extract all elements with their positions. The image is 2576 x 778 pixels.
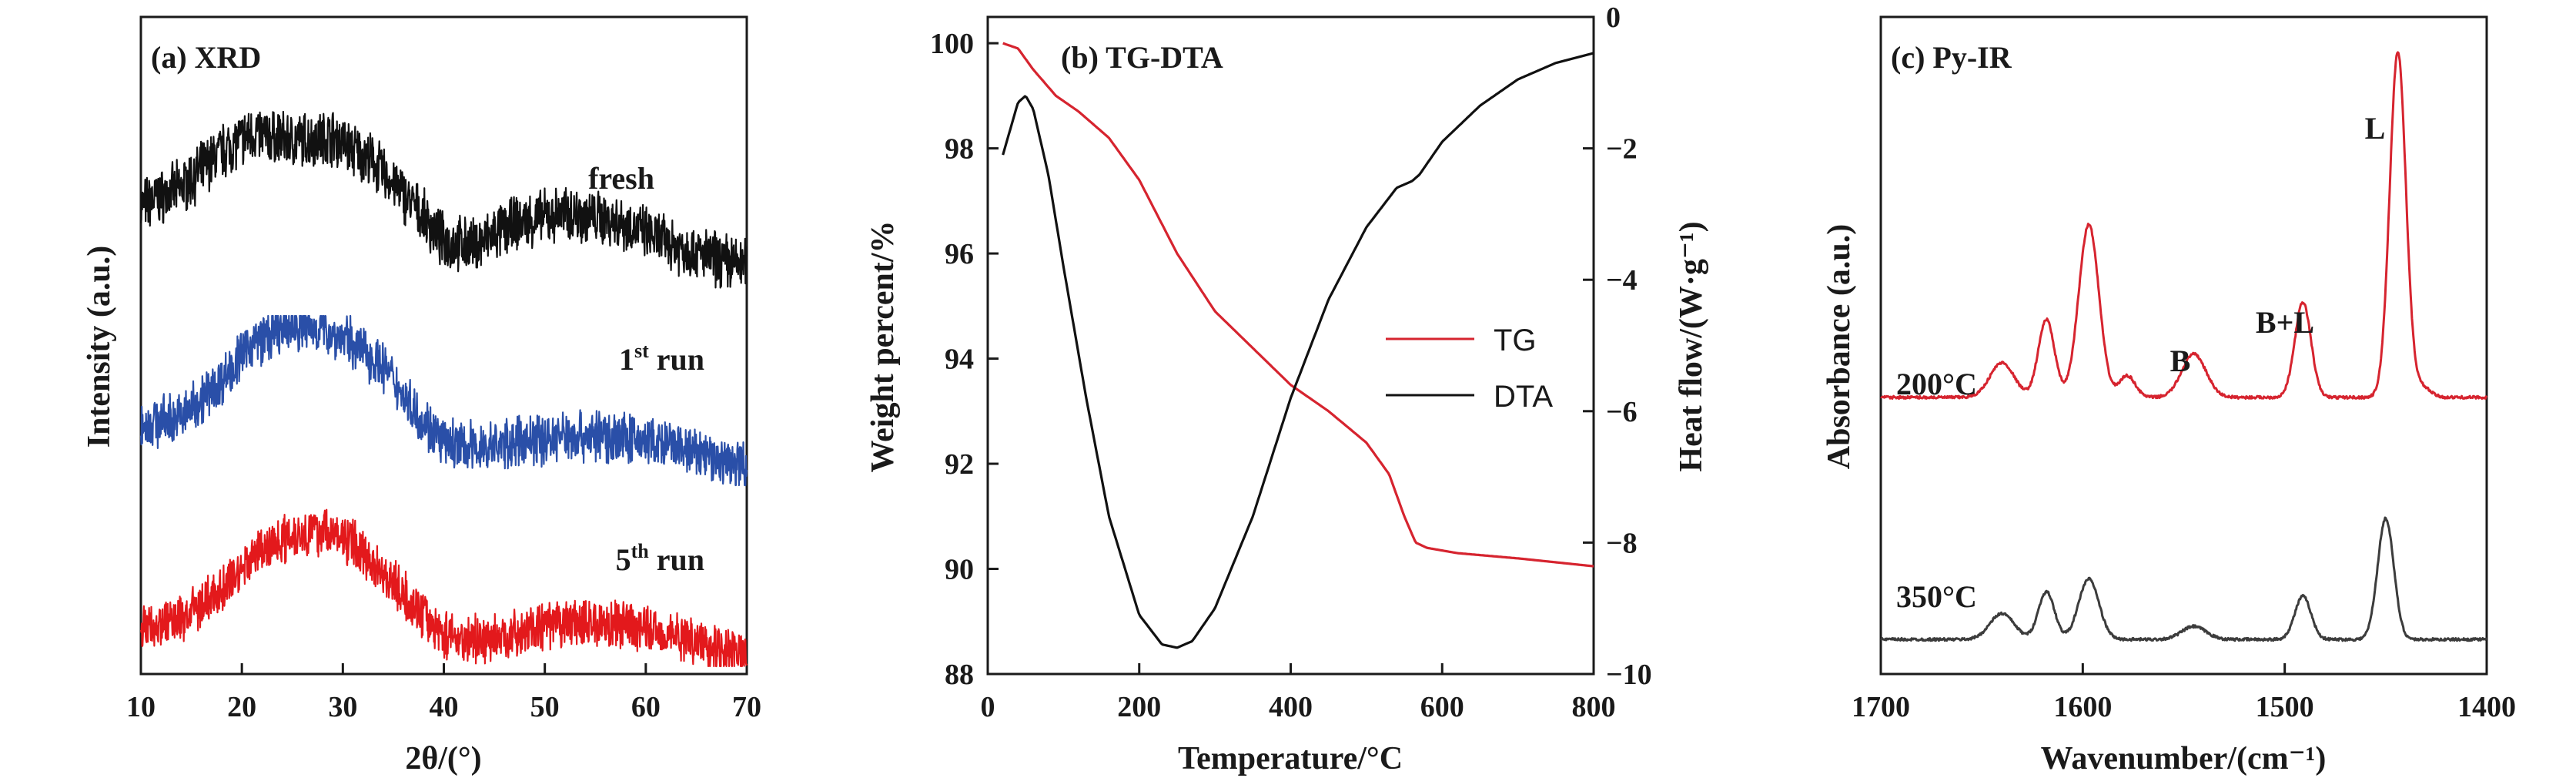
tgdta-y-tick-label-92: 92 — [945, 448, 974, 481]
xrd-x-tick-label-30: 30 — [328, 691, 357, 723]
tgdta-y2-tick-label--6: −6 — [1606, 396, 1638, 428]
tgdta-y-tick-label-98: 98 — [945, 133, 974, 166]
panel-a-ylabel: Intensity (a.u.) — [82, 246, 117, 448]
tgdta-y2-tick-label--2: −2 — [1606, 133, 1638, 166]
panel-c-ylabel: Absorbance (a.u.) — [1822, 224, 1857, 470]
legend-tg-label: TG — [1494, 324, 1537, 357]
panel-a-x-ticks: 10 20 30 40 50 60 70 — [126, 663, 761, 723]
panel-b-ticks: 0 200 400 600 800 88 90 92 94 96 98 100 0 −2 −4 −6 −8 −10 — [930, 2, 1652, 723]
tgdta-x-tick-label-400: 400 — [1269, 691, 1313, 723]
panel-b-tgdta: (b) TG-DTA Weight percent/% Heat flow/(W… — [865, 2, 1709, 776]
pyir-x-tick-label-1600: 1600 — [2053, 691, 2112, 723]
pyir-series-200C — [1880, 51, 2488, 400]
xrd-label-fresh: fresh — [588, 161, 654, 196]
xrd-x-tick-label-50: 50 — [530, 691, 560, 723]
panel-b-ylabel: Weight percent/% — [865, 220, 901, 472]
xrd-x-tick-label-70: 70 — [732, 691, 761, 723]
pyir-peak-bl: B+L — [2256, 305, 2314, 340]
panel-b-title: (b) TG-DTA — [1061, 40, 1223, 75]
tgdta-y2-tick-label--10: −10 — [1606, 659, 1652, 691]
panel-b-ylabel2: Heat flow/(W·g⁻¹) — [1674, 221, 1709, 471]
tgdta-y2-tick-label-0: 0 — [1606, 2, 1621, 34]
panel-c-x-ticks: 1700 1600 1500 1400 — [1852, 663, 2516, 723]
xrd-label-5th-run: 5th run — [616, 540, 704, 577]
tgdta-y-tick-label-88: 88 — [945, 659, 974, 691]
xrd-x-tick-label-60: 60 — [631, 691, 661, 723]
panel-a-series — [139, 110, 748, 668]
pyir-x-tick-label-1700: 1700 — [1852, 691, 1910, 723]
pyir-x-tick-label-1400: 1400 — [2457, 691, 2516, 723]
legend-dta-label: DTA — [1494, 380, 1553, 414]
tgdta-series-TG — [1002, 42, 1594, 568]
pyir-peak-l: L — [2365, 111, 2386, 146]
pyir-series-350C — [1879, 516, 2487, 642]
xrd-x-tick-label-10: 10 — [126, 691, 156, 723]
tgdta-x-tick-label-600: 600 — [1420, 691, 1464, 723]
xrd-x-tick-label-40: 40 — [430, 691, 459, 723]
panel-c-series — [1879, 51, 2488, 642]
tgdta-y-tick-label-100: 100 — [930, 28, 974, 60]
pyir-label-350c: 350°C — [1896, 579, 1977, 614]
tgdta-y2-tick-label--8: −8 — [1606, 527, 1638, 559]
xrd-series-1st-run — [139, 314, 748, 487]
tgdta-x-tick-label-800: 800 — [1572, 691, 1616, 723]
xrd-x-tick-label-20: 20 — [227, 691, 256, 723]
panel-a-xlabel: 2θ/(°) — [405, 741, 481, 776]
pyir-x-tick-label-1500: 1500 — [2256, 691, 2314, 723]
tgdta-x-tick-label-200: 200 — [1117, 691, 1161, 723]
xrd-series-5th-run — [139, 508, 748, 668]
panel-c-title: (c) Py-IR — [1891, 40, 2012, 75]
tgdta-y-tick-label-94: 94 — [945, 344, 974, 376]
pyir-peak-b: B — [2170, 344, 2191, 378]
xrd-label-1st-run: 1st run — [619, 340, 704, 377]
tgdta-y-tick-label-96: 96 — [945, 238, 974, 270]
panel-b-series — [1002, 42, 1594, 649]
tgdta-y-tick-label-90: 90 — [945, 554, 974, 586]
panel-a-title: (a) XRD — [151, 40, 261, 75]
panel-c-frame — [1879, 15, 2488, 676]
tgdta-series-DTA — [1002, 52, 1594, 649]
panel-c-xlabel: Wavenumber/(cm⁻¹) — [2041, 741, 2327, 776]
xrd-series-fresh — [139, 110, 748, 289]
panel-c-pyir: (c) Py-IR Absorbance (a.u.) Wavenumber/(… — [1822, 15, 2516, 776]
panel-b-xlabel: Temperature/°C — [1178, 741, 1403, 776]
tgdta-x-tick-label-0: 0 — [981, 691, 995, 723]
panel-b-legend: TG DTA — [1386, 324, 1553, 414]
panel-a-xrd: (a) XRD Intensity (a.u.) 2θ/(°) 10 20 30 40… — [82, 15, 761, 776]
pyir-label-200c: 200°C — [1896, 367, 1977, 401]
tgdta-y2-tick-label--4: −4 — [1606, 264, 1638, 297]
